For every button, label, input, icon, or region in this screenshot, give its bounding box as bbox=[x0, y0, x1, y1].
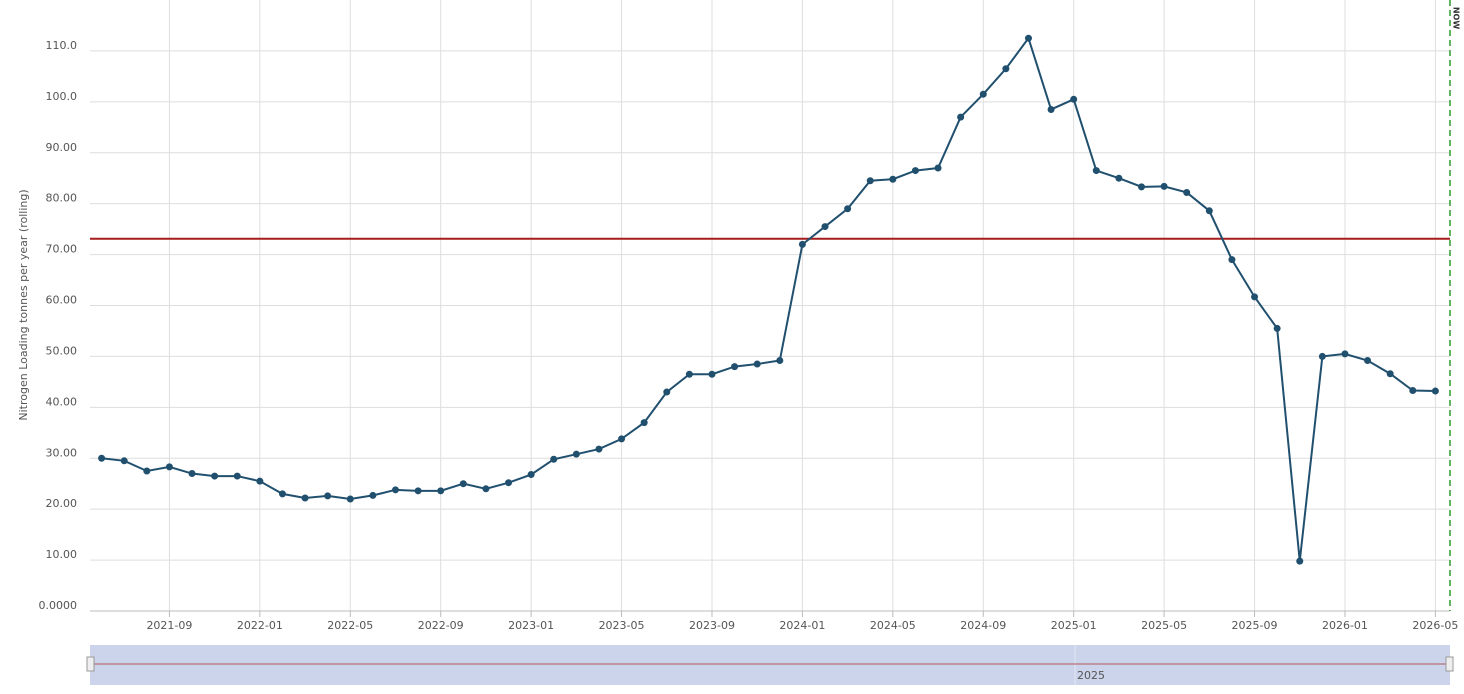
data-point bbox=[821, 223, 829, 231]
data-point bbox=[889, 175, 897, 183]
data-point bbox=[346, 495, 354, 503]
data-point bbox=[527, 471, 535, 479]
data-point bbox=[979, 90, 987, 98]
data-point bbox=[1318, 352, 1326, 360]
data-point bbox=[437, 487, 445, 495]
x-tick-label: 2024-01 bbox=[779, 619, 825, 632]
x-tick-label: 2026-01 bbox=[1322, 619, 1368, 632]
data-point bbox=[1364, 356, 1372, 364]
x-tick-label: 2025-01 bbox=[1051, 619, 1097, 632]
y-tick-label: 100.0 bbox=[46, 90, 78, 103]
y-tick-label: 40.00 bbox=[46, 395, 78, 408]
x-tick-label: 2025-09 bbox=[1232, 619, 1278, 632]
data-point bbox=[165, 463, 173, 471]
data-point bbox=[1115, 174, 1123, 182]
data-point bbox=[211, 472, 219, 480]
data-point bbox=[414, 487, 422, 495]
data-point bbox=[1386, 370, 1394, 378]
data-point bbox=[957, 113, 965, 121]
data-point bbox=[459, 480, 467, 488]
data-point bbox=[1296, 557, 1304, 565]
data-point bbox=[1024, 34, 1032, 42]
data-point bbox=[120, 457, 128, 465]
data-point bbox=[1183, 188, 1191, 196]
data-point bbox=[1047, 105, 1055, 113]
x-tick-label: 2022-05 bbox=[327, 619, 373, 632]
now-label: NOW bbox=[1452, 7, 1461, 29]
data-point bbox=[233, 472, 241, 480]
data-point bbox=[1070, 95, 1078, 103]
y-tick-label: 90.00 bbox=[46, 141, 78, 154]
y-axis-label: Nitrogen Loading tonnes per year (rollin… bbox=[17, 189, 30, 420]
data-point bbox=[663, 388, 671, 396]
y-tick-label: 70.00 bbox=[46, 243, 78, 256]
y-tick-label: 50.00 bbox=[46, 344, 78, 357]
data-point bbox=[324, 492, 332, 500]
data-point bbox=[1431, 387, 1439, 395]
data-point bbox=[934, 164, 942, 172]
data-point bbox=[708, 370, 716, 378]
data-point bbox=[188, 470, 196, 478]
data-point bbox=[1138, 183, 1146, 191]
x-tick-label: 2021-09 bbox=[146, 619, 192, 632]
navigator-handle[interactable] bbox=[1445, 656, 1454, 672]
data-point bbox=[278, 490, 286, 498]
data-point bbox=[685, 370, 693, 378]
data-point bbox=[911, 167, 919, 175]
y-tick-label: 80.00 bbox=[46, 192, 78, 205]
data-point bbox=[505, 479, 513, 487]
series-line bbox=[101, 36, 1436, 562]
navigator-handle[interactable] bbox=[86, 656, 95, 672]
x-tick-label: 2025-05 bbox=[1141, 619, 1187, 632]
data-point bbox=[618, 435, 626, 443]
x-tick-label: 2024-05 bbox=[870, 619, 916, 632]
data-point bbox=[640, 419, 648, 427]
x-tick-label: 2026-05 bbox=[1412, 619, 1458, 632]
data-point bbox=[866, 177, 874, 185]
x-tick-label: 2023-01 bbox=[508, 619, 554, 632]
x-tick-label: 2024-09 bbox=[960, 619, 1006, 632]
data-point bbox=[798, 240, 806, 248]
data-point bbox=[1228, 256, 1236, 264]
y-tick-label: 10.00 bbox=[46, 548, 78, 561]
y-tick-label: 110.0 bbox=[46, 39, 78, 52]
data-point bbox=[1251, 293, 1259, 301]
y-tick-label: 30.00 bbox=[46, 446, 78, 459]
x-tick-label: 2022-01 bbox=[237, 619, 283, 632]
navigator-label: 2025 bbox=[1077, 669, 1105, 682]
data-point bbox=[1092, 167, 1100, 175]
data-point bbox=[776, 356, 784, 364]
data-point bbox=[369, 491, 377, 499]
x-tick-label: 2022-09 bbox=[418, 619, 464, 632]
navigator[interactable] bbox=[90, 645, 1450, 685]
data-point bbox=[301, 494, 309, 502]
data-point bbox=[595, 445, 603, 453]
data-point bbox=[391, 486, 399, 494]
data-point bbox=[753, 360, 761, 368]
x-tick-label: 2023-09 bbox=[689, 619, 735, 632]
data-point bbox=[731, 363, 739, 371]
y-tick-label: 0.0000 bbox=[39, 599, 78, 612]
data-point bbox=[143, 467, 151, 475]
x-tick-label: 2023-05 bbox=[599, 619, 645, 632]
data-point bbox=[1273, 324, 1281, 332]
data-point bbox=[482, 485, 490, 493]
data-point bbox=[844, 205, 852, 213]
data-point bbox=[98, 454, 106, 462]
data-point bbox=[572, 450, 580, 458]
data-point bbox=[1409, 387, 1417, 395]
data-point bbox=[1205, 207, 1213, 215]
data-point bbox=[1341, 350, 1349, 358]
data-point bbox=[1160, 182, 1168, 190]
y-tick-label: 60.00 bbox=[46, 294, 78, 307]
data-point bbox=[1002, 65, 1010, 73]
data-point bbox=[550, 455, 558, 463]
y-tick-label: 20.00 bbox=[46, 497, 78, 510]
data-point bbox=[256, 477, 264, 485]
